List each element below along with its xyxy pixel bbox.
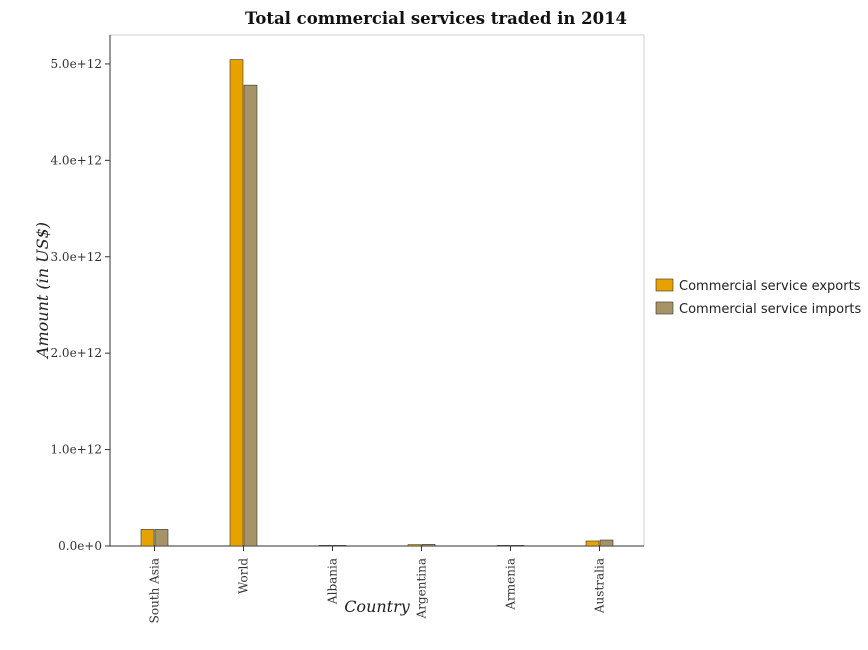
legend-label: Commercial service imports: [679, 302, 862, 317]
x-axis-label: Country: [344, 597, 411, 616]
bar-imports: [421, 544, 436, 547]
legend: Commercial service exports Commercial ser…: [655, 278, 862, 317]
bar-imports: [332, 545, 347, 547]
legend-swatch: [655, 301, 674, 315]
y-tick-label: 3.0e+12: [50, 250, 102, 264]
y-tick-label: 5.0e+12: [50, 57, 102, 71]
bar-imports: [243, 84, 258, 547]
bar-exports: [407, 544, 422, 547]
bar-exports: [140, 529, 155, 547]
y-axis: 0.0e+0 1.0e+12 2.0e+12 3.0e+12 4.0e+12 5.0e+1…: [50, 35, 111, 553]
y-tick-label: 4.0e+12: [50, 153, 102, 167]
y-axis-label: Amount (in US$): [33, 222, 52, 360]
x-tick-label: Albania: [326, 558, 340, 605]
y-tick-label: 2.0e+12: [50, 346, 102, 360]
x-tick-label: South Asia: [148, 558, 162, 623]
x-tick-label: World: [237, 558, 251, 594]
legend-swatch: [655, 278, 674, 292]
x-axis: South Asia World Albania Argentina Armenia Au…: [110, 545, 644, 623]
bar-imports: [154, 529, 169, 547]
legend-label: Commercial service exports: [679, 279, 861, 294]
y-tick-label: 0.0e+0: [58, 539, 102, 553]
bar-exports: [496, 545, 511, 547]
bars: [140, 59, 614, 547]
bar-imports: [510, 545, 525, 547]
bar-imports: [599, 539, 614, 547]
chart-title: Total commercial services traded in 2014: [245, 9, 627, 28]
x-tick-label: Australia: [593, 558, 607, 614]
bar-exports: [318, 545, 333, 547]
x-tick-label: Armenia: [504, 558, 518, 611]
y-tick-label: 1.0e+12: [50, 443, 102, 457]
plot-area: [109, 34, 645, 547]
bar-exports: [585, 540, 600, 547]
x-tick-label: Argentina: [415, 558, 429, 619]
bar-exports: [229, 59, 244, 547]
